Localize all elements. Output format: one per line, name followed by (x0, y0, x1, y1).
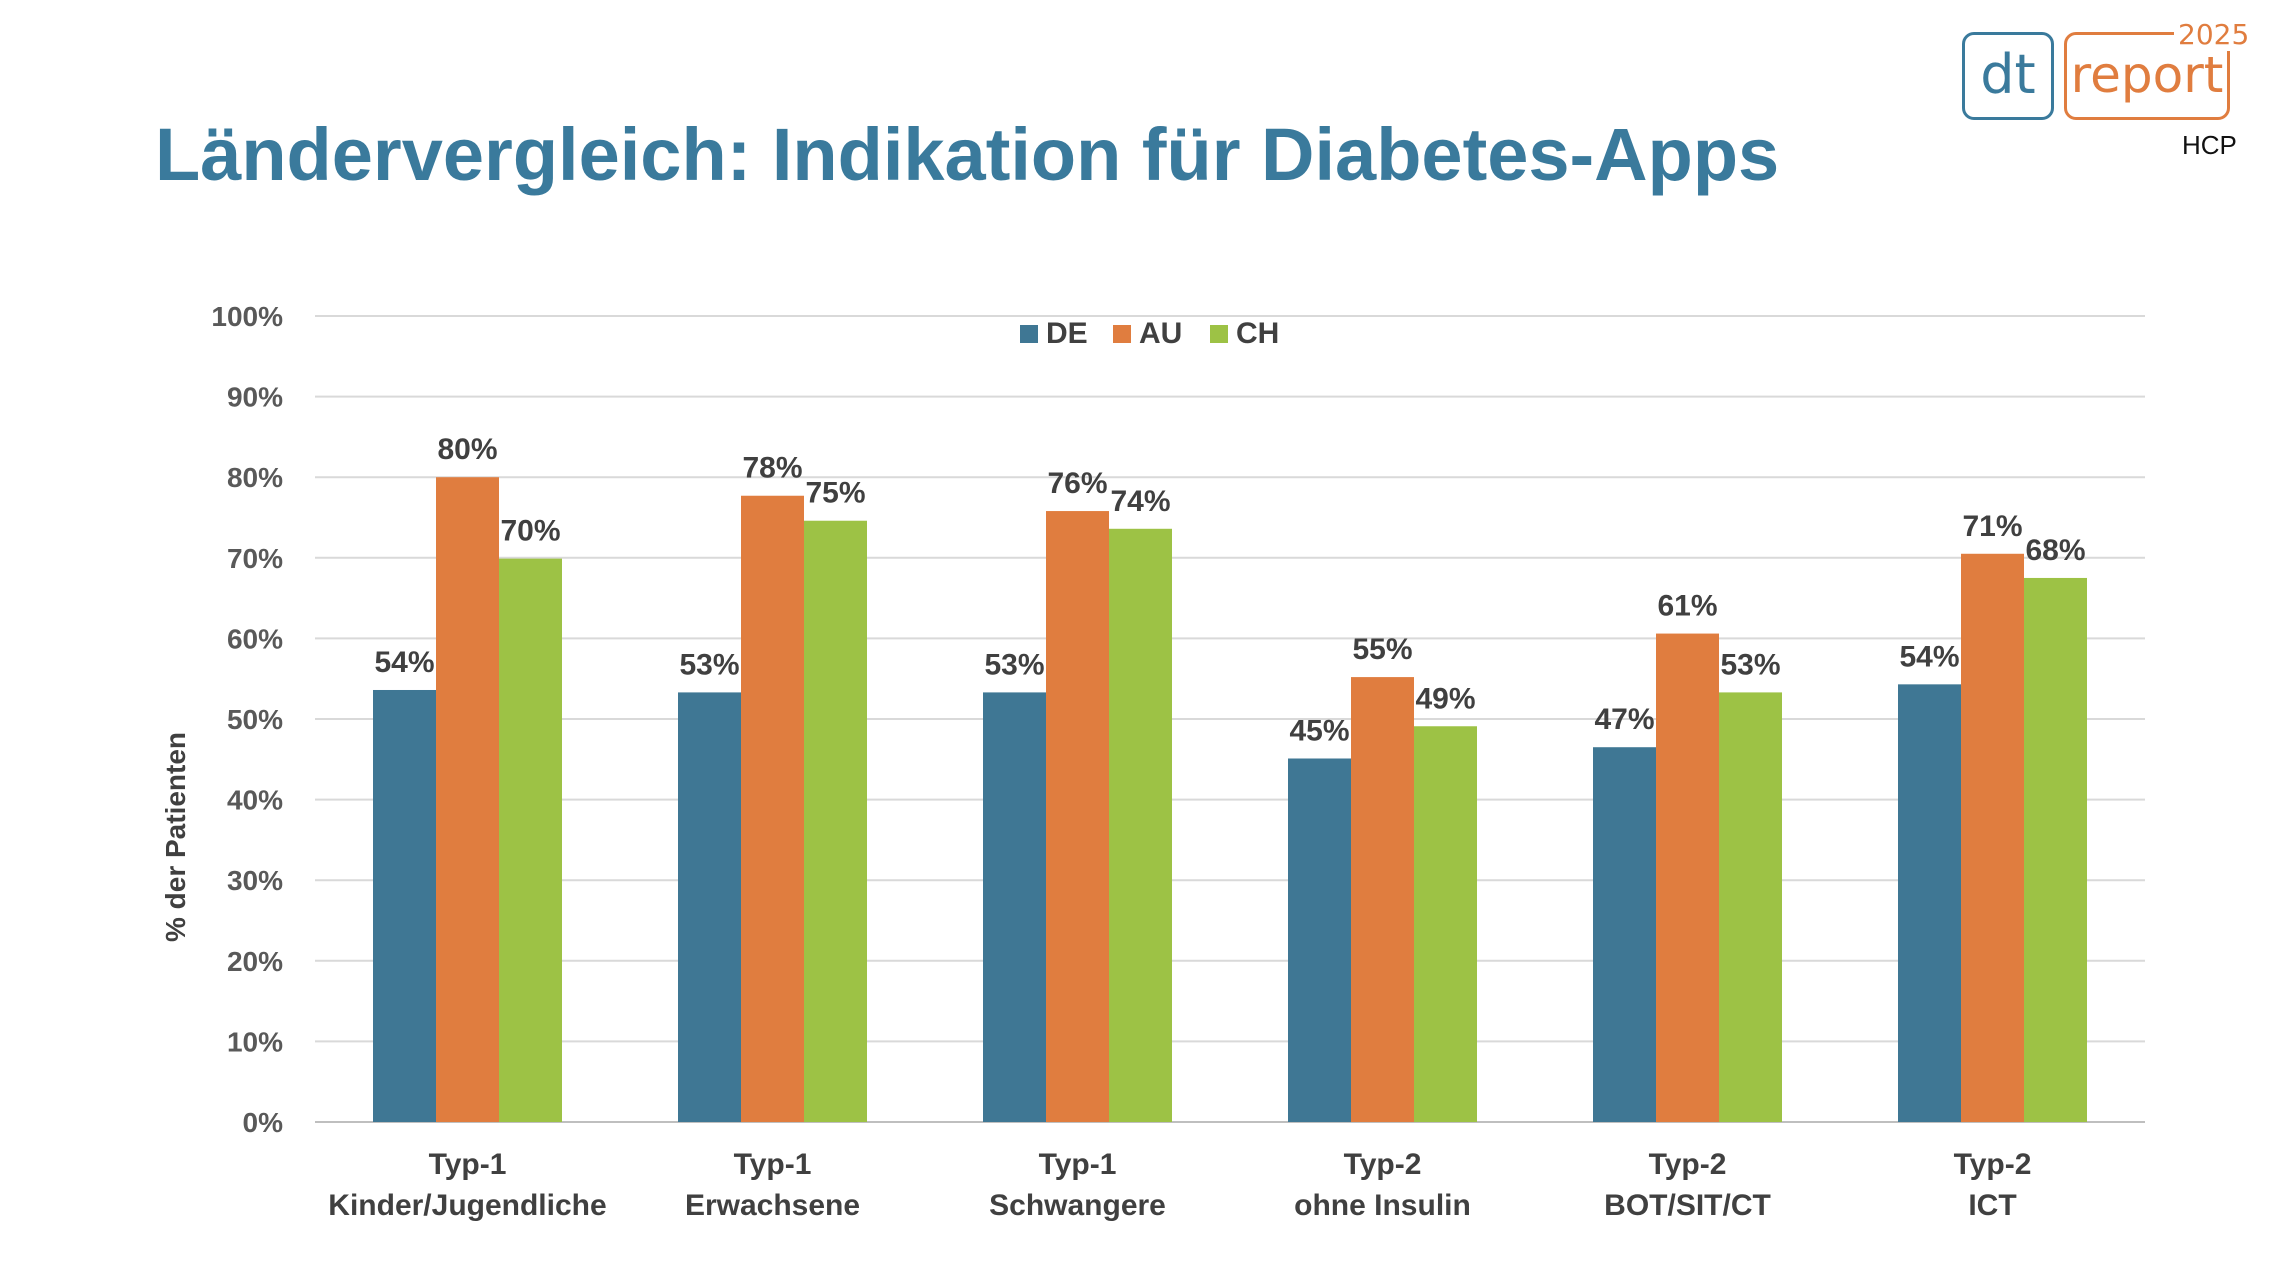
y-axis-label: % der Patienten (160, 732, 191, 942)
gridlines (315, 315, 2145, 1123)
data-label: 68% (2025, 534, 2085, 567)
bar-ch (2024, 577, 2087, 1122)
bar-de (1593, 747, 1656, 1122)
legend-swatch-de (1020, 325, 1038, 343)
bar-ch (1414, 726, 1477, 1122)
legend-label-ch: CH (1236, 317, 1279, 350)
y-tick-label: 0% (243, 1107, 284, 1138)
bar-de (1898, 684, 1961, 1122)
x-category-label: ICT (1968, 1189, 2016, 1222)
x-category-label: Typ-1 (1039, 1148, 1117, 1181)
bar-au (436, 477, 499, 1122)
data-label: 75% (805, 477, 865, 510)
logo-year: 2025 (2174, 18, 2254, 51)
y-tick-label: 80% (227, 462, 283, 493)
data-label: 53% (1720, 648, 1780, 681)
y-tick-label: 60% (227, 623, 283, 654)
x-category-label: BOT/SIT/CT (1604, 1189, 1771, 1222)
legend-label-au: AU (1139, 317, 1182, 350)
x-category-label: Typ-1 (429, 1148, 507, 1181)
data-labels: 54% 80% 70% 53% 78%75% 53% 76%74% 45% 55%49% 47% 6… (374, 433, 2085, 747)
bar-ch (804, 520, 867, 1122)
logo-dt-text: dt (1980, 43, 2036, 106)
logo-hcp: HCP (2182, 130, 2237, 160)
x-category-label: Typ-1 (734, 1148, 812, 1181)
legend-label-de: DE (1046, 317, 1088, 350)
x-category-label: Schwangere (989, 1189, 1166, 1222)
bar-de (678, 692, 741, 1122)
x-category-label: Typ-2 (1649, 1148, 1727, 1181)
y-tick-label: 100% (211, 301, 283, 332)
y-axis-ticks: 0% 10% 20% 30% 40% 50% 60% 70% 80% 90% 100% (211, 301, 283, 1138)
x-category-label: Typ-2 (1954, 1148, 2032, 1181)
x-category-label: Erwachsene (685, 1189, 860, 1222)
y-tick-label: 10% (227, 1026, 283, 1057)
y-tick-label: 40% (227, 785, 283, 816)
bar-de (1288, 758, 1351, 1122)
bar-de (983, 692, 1046, 1122)
logo-dt-box: dt (1962, 32, 2054, 120)
y-tick-label: 90% (227, 382, 283, 413)
bar-au (741, 495, 804, 1122)
bar-ch (1719, 692, 1782, 1122)
data-label: 54% (374, 646, 434, 679)
data-label: 45% (1289, 714, 1349, 747)
data-label: 74% (1110, 485, 1170, 518)
data-label: 53% (679, 648, 739, 681)
y-tick-label: 30% (227, 865, 283, 896)
data-label: 49% (1415, 682, 1475, 715)
data-label: 71% (1962, 510, 2022, 543)
data-label: 78% (742, 452, 802, 485)
logo-report-text: report (2070, 46, 2224, 104)
bar-de (373, 689, 436, 1122)
bar-ch (499, 558, 562, 1122)
bar-au (1046, 511, 1109, 1122)
data-label: 76% (1047, 467, 1107, 500)
legend-swatch-au (1113, 325, 1131, 343)
legend: DE AU CH (1020, 317, 1279, 350)
bar-au (1961, 553, 2024, 1122)
x-category-label: Typ-2 (1344, 1148, 1422, 1181)
data-label: 47% (1594, 703, 1654, 736)
bars (373, 477, 2087, 1122)
bar-ch (1109, 528, 1172, 1122)
bar-au (1351, 677, 1414, 1122)
data-label: 55% (1352, 633, 1412, 666)
bar-au (1656, 633, 1719, 1122)
logo-report-box: report (2064, 32, 2230, 120)
x-category-label: ohne Insulin (1294, 1189, 1471, 1222)
x-category-label: Kinder/Jugendliche (328, 1189, 606, 1222)
data-label: 54% (1899, 640, 1959, 673)
legend-swatch-ch (1210, 325, 1228, 343)
data-label: 53% (984, 648, 1044, 681)
x-axis-categories: Typ-1 Kinder/Jugendliche Typ-1 Erwachsene Ty… (328, 1148, 2031, 1222)
y-tick-label: 70% (227, 543, 283, 574)
slide-title: Ländervergleich: Indikation für Diabetes… (155, 113, 1780, 196)
y-tick-label: 20% (227, 946, 283, 977)
y-tick-label: 50% (227, 704, 283, 735)
data-label: 80% (437, 433, 497, 466)
data-label: 61% (1657, 590, 1717, 623)
data-label: 70% (500, 515, 560, 548)
